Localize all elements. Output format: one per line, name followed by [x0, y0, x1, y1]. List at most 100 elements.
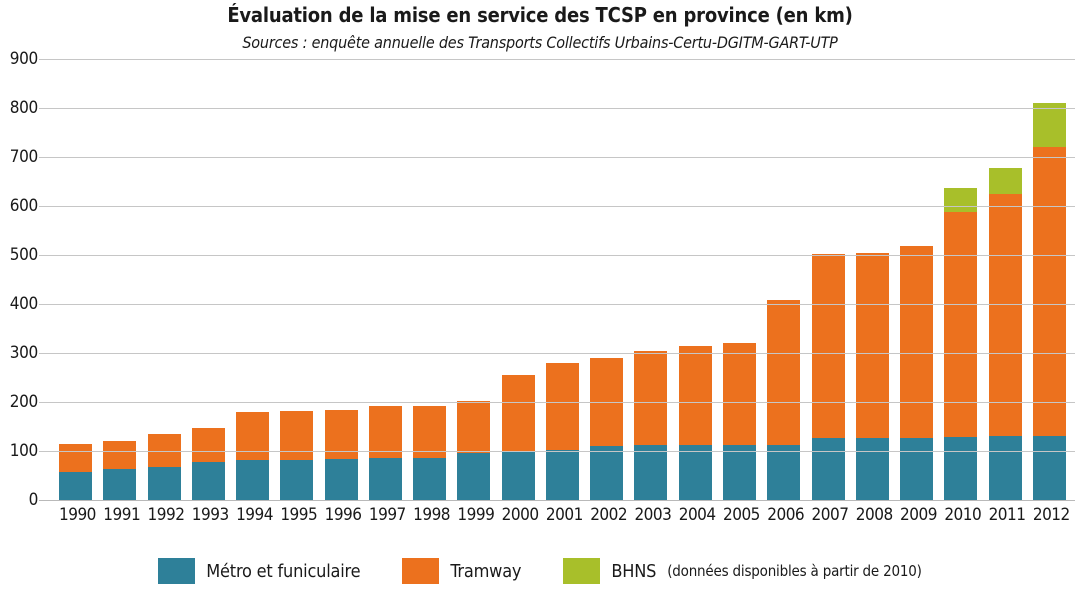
x-tick-label: 1995 [280, 505, 318, 525]
bar-segment [147, 466, 181, 500]
bar-segment [678, 445, 712, 500]
bar-2010 [944, 187, 978, 500]
bar-1997 [368, 405, 402, 500]
bar-segment [457, 400, 491, 453]
legend-item: Métro et funiculaire [158, 558, 361, 584]
bar-segment [324, 458, 358, 500]
x-axis: 1990 1991 1992 1993 1994 1995 1996 1997 1998 1999… [48, 505, 1075, 525]
bar-2012 [1032, 102, 1066, 500]
bar-segment [103, 440, 137, 470]
x-tick-label: 2012 [1032, 505, 1070, 525]
gridline [39, 205, 1075, 207]
bar-segment [678, 346, 712, 446]
x-tick-label: 2009 [900, 505, 937, 525]
x-tick-label: 2011 [988, 505, 1026, 525]
y-tick-label: 300 [9, 343, 39, 363]
legend-swatch [563, 558, 601, 584]
x-tick-label: 2006 [767, 505, 805, 525]
x-tick-label: 2004 [678, 505, 716, 525]
bar-segment [634, 350, 668, 446]
bar-segment [988, 194, 1022, 437]
bar-segment [413, 405, 447, 458]
y-tick-label: 800 [9, 98, 39, 118]
bars-container [48, 59, 1075, 500]
bar-2011 [988, 167, 1022, 500]
bar-segment [368, 405, 402, 458]
x-tick-label: 2010 [944, 505, 982, 525]
bar-segment [944, 187, 978, 212]
bar-segment [457, 452, 491, 500]
x-tick-label: 1990 [59, 505, 96, 525]
bar-1990 [59, 444, 92, 500]
legend-label: Tramway [450, 560, 522, 582]
legend-swatch [158, 558, 196, 584]
bar-segment [944, 436, 978, 500]
x-tick-label: 1999 [457, 505, 495, 525]
bar-1998 [413, 405, 447, 500]
gridline [39, 352, 1075, 354]
bar-2008 [855, 252, 889, 500]
bar-segment [545, 362, 579, 451]
bar-segment [501, 451, 535, 500]
gridline [39, 58, 1075, 60]
bar-segment [368, 457, 402, 500]
bar-1993 [191, 428, 225, 500]
x-tick-label: 2000 [501, 505, 539, 525]
bar-segment [855, 252, 889, 438]
bar-2006 [767, 300, 801, 500]
legend-label: BHNS [611, 560, 657, 582]
bar-2009 [900, 245, 934, 500]
bar-segment [236, 460, 270, 500]
bar-segment [545, 450, 579, 500]
legend-item: Tramway [402, 558, 522, 584]
bar-segment [900, 437, 934, 500]
legend-swatch [402, 558, 440, 584]
bar-segment [413, 457, 447, 500]
bar-2007 [811, 254, 845, 500]
bar-segment [1032, 102, 1066, 148]
gridline [39, 303, 1075, 305]
bar-segment [855, 437, 889, 500]
bar-1999 [457, 400, 491, 500]
x-tick-label: 1994 [236, 505, 273, 525]
y-tick-label: 400 [9, 294, 39, 314]
bar-2003 [634, 350, 668, 500]
bar-segment [900, 245, 934, 438]
legend-label: Métro et funiculaire [206, 560, 361, 582]
bar-segment [236, 411, 270, 461]
y-tick-label: 500 [9, 245, 39, 265]
bar-2004 [678, 346, 712, 500]
x-tick-label: 2007 [811, 505, 849, 525]
gridline [39, 107, 1075, 109]
bar-segment [988, 167, 1022, 195]
bar-2000 [501, 374, 535, 500]
bar-segment [811, 254, 845, 439]
x-tick-label: 2008 [855, 505, 893, 525]
x-tick-label: 1996 [324, 505, 362, 525]
bar-segment [767, 445, 801, 500]
legend-item: BHNS (données disponibles à partir de 20… [563, 558, 922, 584]
y-tick-label: 0 [28, 490, 39, 510]
x-tick-label: 1993 [191, 505, 229, 525]
bar-segment [811, 438, 845, 500]
bar-segment [191, 462, 225, 500]
bar-1991 [103, 440, 137, 500]
bar-segment [1032, 436, 1066, 500]
bar-segment [722, 445, 756, 500]
bar-segment [59, 471, 92, 500]
x-tick-label: 2002 [590, 505, 628, 525]
legend: Métro et funiculaire Tramway BHNS (données… [0, 558, 1080, 584]
x-tick-label: 1991 [103, 505, 141, 525]
x-tick-label: 2005 [722, 505, 760, 525]
gridline [39, 156, 1075, 158]
x-tick-label: 2003 [634, 505, 672, 525]
bar-1994 [236, 411, 270, 500]
bar-segment [103, 469, 137, 500]
y-tick-label: 200 [9, 392, 39, 412]
bar-segment [324, 410, 358, 459]
bar-segment [191, 428, 225, 463]
y-tick-label: 900 [9, 49, 39, 69]
bar-1995 [280, 411, 314, 500]
x-tick-label: 1998 [413, 505, 451, 525]
